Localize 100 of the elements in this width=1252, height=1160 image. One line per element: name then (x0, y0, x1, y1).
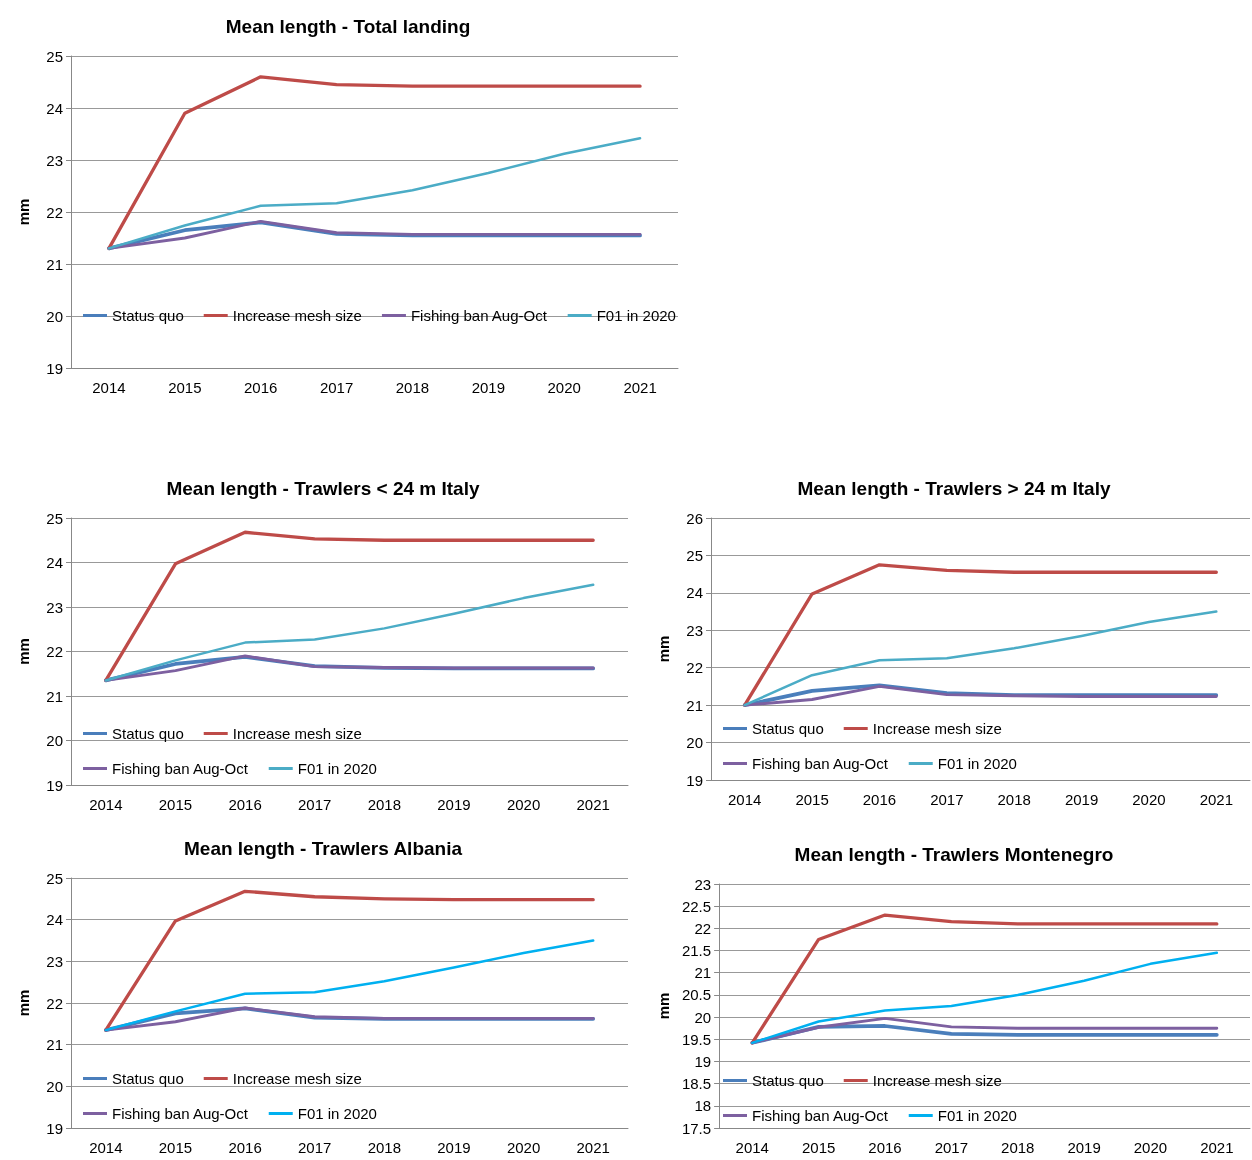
chart-title: Mean length - Trawlers > 24 m Italy (797, 478, 1111, 499)
legend-label: Status quo (112, 1070, 184, 1087)
x-tick-label: 2014 (728, 791, 762, 808)
x-tick-label: 2020 (506, 1139, 541, 1156)
x-tick-label: 2019 (471, 379, 505, 396)
y-tick-label: 20 (686, 734, 703, 752)
legend-label: Status quo (752, 1072, 824, 1089)
y-tick-label: 22 (46, 994, 63, 1012)
x-tick-label: 2020 (547, 379, 581, 396)
y-tick-label: 20 (46, 732, 63, 749)
chart-title: Mean length - Total landing (225, 16, 471, 37)
y-tick-label: 23 (694, 875, 712, 893)
y-tick-label: 23 (46, 151, 63, 169)
y-tick-label: 19 (686, 771, 703, 789)
y-tick-label: 22 (694, 919, 712, 937)
legend-label: F01 in 2020 (596, 307, 676, 324)
x-tick-label: 2019 (1067, 1139, 1101, 1156)
x-tick-label: 2019 (437, 1139, 471, 1156)
y-tick-label: 24 (46, 99, 63, 117)
y-tick-label: 24 (46, 911, 63, 929)
y-tick-label: 21 (46, 255, 63, 273)
x-tick-label: 2016 (228, 1139, 262, 1156)
y-tick-label: 25 (46, 47, 63, 65)
legend-label: Fishing ban Aug-Oct (112, 760, 249, 777)
x-tick-label: 2017 (298, 796, 332, 813)
legend-label: Increase mesh size (232, 307, 362, 324)
x-tick-label: 2020 (1132, 791, 1166, 808)
legend-label: F01 in 2020 (937, 755, 1017, 772)
y-tick-label: 19 (46, 1119, 63, 1137)
x-tick-label: 2015 (795, 791, 829, 808)
y-tick-label: 20.5 (681, 986, 712, 1004)
x-tick-label: 2014 (735, 1139, 769, 1156)
x-tick-label: 2017 (298, 1139, 332, 1156)
legend-label: Increase mesh size (232, 1070, 362, 1087)
y-tick-label: 18 (694, 1097, 712, 1115)
x-tick-label: 2017 (319, 379, 354, 396)
chart-title: Mean length - Trawlers < 24 m Italy (166, 478, 480, 499)
y-tick-label: 22 (686, 659, 703, 677)
x-tick-label: 2020 (1133, 1139, 1168, 1156)
y-tick-label: 19 (46, 359, 63, 377)
x-tick-label: 2014 (92, 379, 126, 396)
y-axis-title: mm (15, 989, 32, 1017)
x-tick-label: 2014 (89, 796, 123, 813)
y-tick-label: 24 (46, 554, 63, 571)
x-tick-label: 2020 (506, 796, 541, 813)
legend-label: F01 in 2020 (937, 1107, 1017, 1124)
chart-title: Mean length - Trawlers Montenegro (794, 844, 1114, 865)
y-tick-label: 23 (46, 598, 63, 616)
x-tick-label: 2018 (395, 379, 430, 396)
y-tick-label: 19 (694, 1052, 712, 1070)
y-tick-label: 25 (46, 509, 63, 527)
legend-label: F01 in 2020 (297, 760, 377, 777)
y-axis-title: mm (15, 198, 32, 226)
y-tick-label: 22 (46, 203, 63, 221)
legend-label: Status quo (752, 720, 824, 737)
x-tick-label: 2018 (367, 796, 401, 813)
x-tick-label: 2018 (1001, 1139, 1035, 1156)
y-tick-label: 18.5 (681, 1075, 712, 1093)
legend-label: Fishing ban Aug-Oct (752, 755, 889, 772)
y-axis-title: mm (655, 635, 672, 663)
y-tick-label: 25 (46, 869, 63, 887)
y-tick-label: 23 (46, 952, 63, 970)
x-tick-label: 2018 (997, 791, 1031, 808)
x-tick-label: 2015 (158, 796, 193, 813)
legend-label: Increase mesh size (872, 1072, 1002, 1089)
legend-label: Increase mesh size (232, 725, 362, 742)
legend-label: Fishing ban Aug-Oct (410, 307, 548, 324)
legend-label: F01 in 2020 (297, 1105, 377, 1122)
x-tick-label: 2016 (244, 379, 278, 396)
x-tick-label: 2017 (930, 791, 964, 808)
y-tick-label: 21 (46, 1036, 63, 1054)
x-tick-label: 2017 (934, 1139, 969, 1156)
y-tick-label: 19 (46, 776, 63, 794)
x-tick-label: 2016 (228, 796, 262, 813)
y-tick-label: 17.5 (681, 1119, 712, 1137)
y-axis-title: mm (655, 992, 672, 1020)
legend-label: Fishing ban Aug-Oct (752, 1107, 889, 1124)
y-tick-label: 21 (686, 696, 703, 714)
y-tick-label: 25 (686, 546, 703, 564)
y-tick-label: 26 (686, 509, 703, 527)
legend-label: Status quo (112, 307, 184, 324)
x-tick-label: 2018 (367, 1139, 401, 1156)
x-tick-label: 2019 (1064, 791, 1099, 808)
y-tick-label: 24 (686, 584, 703, 602)
x-tick-label: 2021 (1199, 791, 1233, 808)
x-tick-label: 2019 (437, 796, 471, 813)
x-tick-label: 2021 (623, 379, 657, 396)
y-tick-label: 21 (694, 964, 712, 982)
y-tick-label: 21.5 (681, 942, 712, 960)
x-tick-label: 2016 (868, 1139, 902, 1156)
y-tick-label: 23 (686, 621, 703, 639)
legend-label: Fishing ban Aug-Oct (112, 1105, 249, 1122)
y-tick-label: 22.5 (681, 897, 712, 915)
legend-label: Status quo (112, 725, 184, 742)
x-tick-label: 2015 (158, 1139, 193, 1156)
y-tick-label: 19.5 (681, 1030, 712, 1048)
x-tick-label: 2021 (1200, 1139, 1234, 1156)
y-tick-label: 20 (46, 307, 63, 325)
y-tick-label: 20 (694, 1008, 712, 1026)
y-tick-label: 21 (46, 687, 63, 705)
